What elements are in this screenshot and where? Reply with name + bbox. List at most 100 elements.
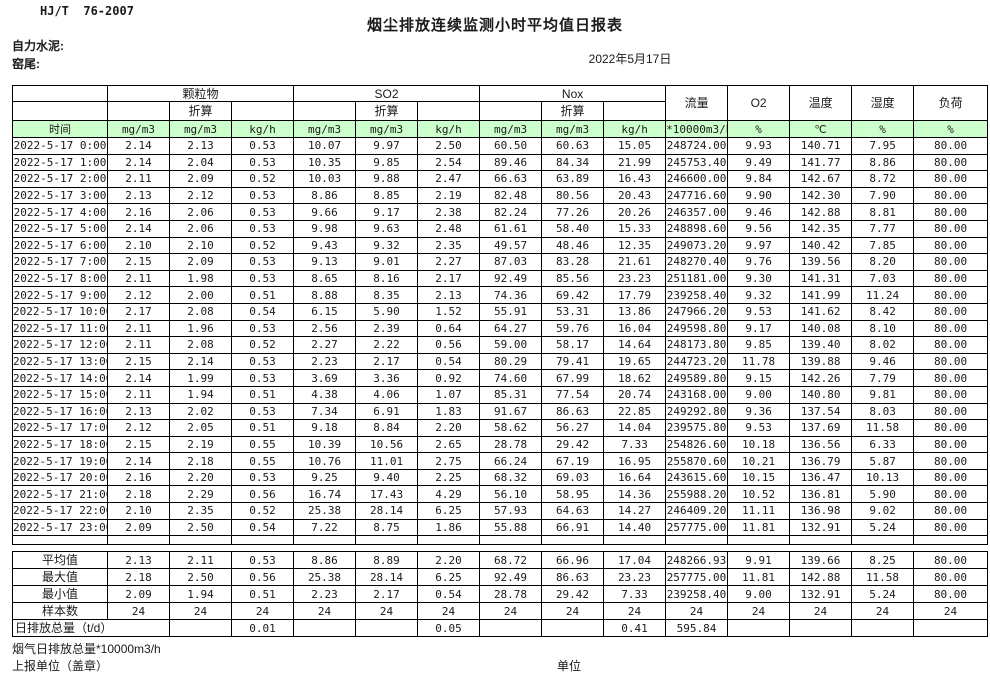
value-cell: 66.24 (479, 452, 543, 470)
value-cell: 239258.40 (665, 286, 729, 304)
value-cell: 14.36 (603, 485, 667, 504)
time-cell: 2022-5-17 16:00 (12, 402, 108, 421)
value-cell: 7.77 (851, 219, 915, 238)
value-cell: 77.54 (541, 385, 605, 404)
summary-value-cell: 92.49 (479, 568, 542, 586)
time-cell: 2022-5-17 2:00 (12, 170, 108, 188)
value-cell: 139.40 (789, 336, 853, 354)
value-cell: 10.76 (293, 452, 357, 470)
value-cell: 79.41 (541, 352, 605, 371)
value-cell: 57.93 (479, 502, 543, 520)
value-cell: 16.04 (603, 319, 667, 338)
blank-cell (12, 535, 108, 546)
value-cell: 0.53 (230, 137, 295, 155)
value-cell: 2.56 (293, 319, 357, 338)
blank-cell (789, 535, 853, 546)
value-cell: 69.42 (541, 286, 605, 304)
value-cell: 2.54 (417, 153, 481, 172)
value-cell: 9.15 (727, 369, 791, 387)
value-cell: 8.42 (851, 302, 915, 321)
value-cell: 9.53 (727, 419, 791, 437)
blank-cell (851, 535, 915, 546)
summary-value-cell: 24 (355, 602, 418, 620)
header-converted-pm: 折算 (169, 101, 232, 121)
blank-row (12, 535, 989, 546)
value-cell: 2.29 (169, 485, 232, 504)
time-cell: 2022-5-17 22:00 (12, 502, 108, 520)
value-cell: 9.01 (355, 253, 419, 271)
value-cell: 18.62 (603, 369, 667, 387)
summary-value-cell: 0.51 (231, 585, 294, 603)
value-cell: 2.27 (417, 253, 481, 271)
header-blank-cell (12, 101, 108, 121)
value-cell: 139.56 (789, 253, 853, 271)
value-cell: 14.64 (603, 336, 667, 354)
value-cell: 80.00 (913, 137, 989, 155)
value-cell: 0.56 (417, 336, 481, 354)
summary-value-cell: 2.11 (169, 551, 232, 569)
summary-value-cell: 24 (169, 602, 232, 620)
value-cell: 15.33 (603, 219, 667, 238)
value-cell: 80.00 (913, 269, 989, 288)
value-cell: 23.23 (603, 269, 667, 288)
value-cell: 9.30 (727, 269, 791, 288)
value-cell: 80.00 (913, 170, 989, 188)
blank-cell (169, 535, 232, 546)
value-cell: 8.86 (851, 153, 915, 172)
value-cell: 2.35 (169, 502, 232, 520)
value-cell: 84.34 (541, 153, 605, 172)
value-cell: 20.26 (603, 203, 667, 221)
value-cell: 255988.20 (665, 485, 729, 504)
value-cell: 239575.80 (665, 419, 729, 437)
value-cell: 9.66 (293, 203, 357, 221)
value-cell: 83.28 (541, 253, 605, 271)
value-cell: 49.57 (479, 236, 543, 255)
value-cell: 2.15 (107, 352, 170, 371)
value-cell: 85.31 (479, 385, 543, 404)
value-cell: 8.81 (851, 203, 915, 221)
data-row: 2022-5-17 10:00 2.17 2.08 0.54 6.15 5.90 1.52 5… (12, 302, 989, 321)
value-cell: 1.07 (417, 385, 481, 404)
value-cell: 80.56 (541, 186, 605, 205)
value-cell: 9.98 (293, 219, 357, 238)
daily-total-value-cell (541, 619, 604, 637)
summary-row: 最小值 2.09 1.94 0.51 2.23 2.17 0.54 28.78 29.42 7.3… (12, 585, 988, 603)
value-cell: 80.00 (913, 518, 989, 537)
time-cell: 2022-5-17 4:00 (12, 203, 108, 221)
value-cell: 11.81 (727, 518, 791, 537)
value-cell: 16.95 (603, 452, 667, 470)
value-cell: 9.18 (293, 419, 357, 437)
value-cell: 9.85 (355, 153, 419, 172)
value-cell: 9.02 (851, 502, 915, 520)
value-cell: 141.31 (789, 269, 853, 288)
value-cell: 2.06 (169, 203, 232, 221)
daily-total-label: 日排放总量（t/d） (12, 619, 170, 637)
value-cell: 80.00 (913, 435, 989, 454)
value-cell: 2.10 (107, 502, 170, 520)
value-cell: 25.38 (293, 502, 357, 520)
daily-total-value-cell (789, 619, 852, 637)
value-cell: 0.64 (417, 319, 481, 338)
value-cell: 59.76 (541, 319, 605, 338)
value-cell: 2.05 (169, 419, 232, 437)
summary-value-cell: 25.38 (293, 568, 356, 586)
daily-total-value-cell (169, 619, 232, 637)
value-cell: 137.69 (789, 419, 853, 437)
value-cell: 136.98 (789, 502, 853, 520)
value-cell: 9.40 (355, 468, 419, 487)
blank-cell (727, 535, 791, 546)
value-cell: 7.90 (851, 186, 915, 205)
value-cell: 11.78 (727, 352, 791, 371)
value-cell: 246600.00 (665, 170, 729, 188)
blank-cell (665, 535, 729, 546)
summary-table: 平均值 2.13 2.11 0.53 8.86 8.89 2.20 68.72 66.96 17.… (12, 551, 988, 637)
value-cell: 10.15 (727, 468, 791, 487)
value-cell: 2.11 (107, 336, 170, 354)
time-cell: 2022-5-17 21:00 (12, 485, 108, 504)
daily-total-value-cell: 0.01 (231, 619, 294, 637)
daily-total-row: 日排放总量（t/d） 0.01 0.05 0.41 595.84 (12, 619, 988, 637)
blank-cell (417, 535, 481, 546)
header-blank-cell (417, 101, 481, 121)
summary-value-cell: 239258.40 (665, 585, 728, 603)
unit-label: 单位 (557, 659, 582, 673)
